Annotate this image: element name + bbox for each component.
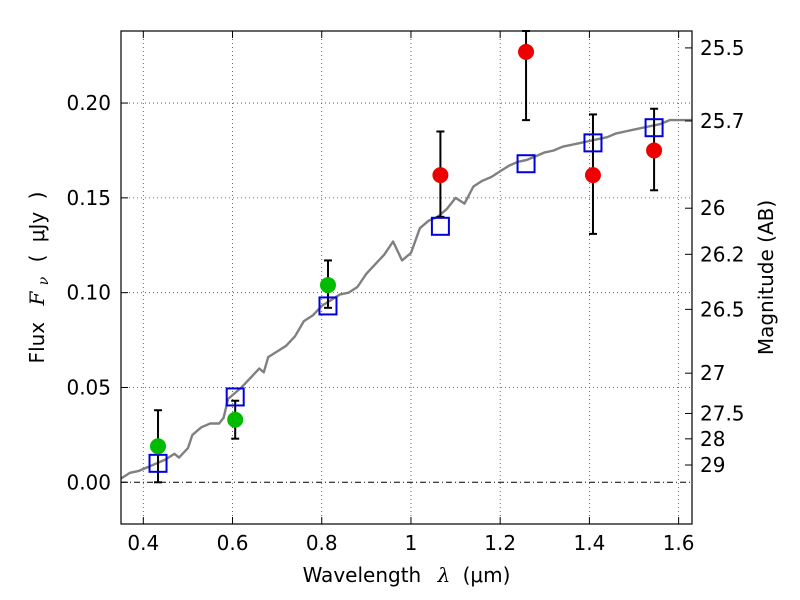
- x-axis-label: Wavelength λ (μm): [303, 563, 511, 587]
- tick-marks: 0.4 0.6 0.8 1 1.2 1.4 1.6 0.00 0.05 0.10 0.15 0.20 2…: [66, 31, 745, 555]
- model-photometry-square: [644, 118, 664, 138]
- y-axis-label-symbol: F: [25, 291, 49, 307]
- y-axis-label-unit-close: ): [25, 192, 49, 200]
- x-tick-label: 1.2: [484, 531, 516, 555]
- magnitude-tick-label: 26.5: [700, 297, 745, 321]
- x-tick-label: 1: [405, 531, 418, 555]
- magnitude-tick-label: 29: [700, 453, 725, 477]
- observed-flux-point: [646, 142, 663, 159]
- model-sed-line: [120, 118, 692, 480]
- model-photometry-square: [148, 453, 168, 473]
- x-tick-label: 0.6: [217, 531, 249, 555]
- observed-flux-point: [584, 167, 601, 184]
- y-axis-label: Flux F ν ( μJy ): [25, 192, 53, 364]
- x-tick-label: 1.6: [663, 531, 695, 555]
- model-photometry-square: [516, 154, 536, 174]
- x-tick-label: 0.4: [127, 531, 159, 555]
- magnitude-tick-label: 26.2: [700, 242, 745, 266]
- y-tick-label: 0.10: [66, 281, 111, 305]
- y-tick-label: 0.05: [66, 375, 111, 399]
- x-tick-label: 0.8: [306, 531, 338, 555]
- model-photometry-square: [225, 387, 245, 407]
- model-photometry-square: [430, 216, 450, 236]
- y-axis-label-unit: μJy: [25, 212, 49, 243]
- x-axis-label-symbol: λ: [437, 563, 451, 587]
- y-axis-label-word: Flux: [25, 322, 49, 364]
- y-tick-label: 0.15: [66, 186, 111, 210]
- y-axis-label-unit-open: (: [25, 255, 49, 263]
- magnitude-tick-label: 25.7: [700, 109, 745, 133]
- magnitude-tick-label: 28: [700, 427, 725, 451]
- observed-flux-point: [319, 277, 336, 294]
- model-photometry-square: [583, 133, 603, 153]
- observed-flux-point: [150, 438, 167, 455]
- observed-flux-point: [518, 43, 535, 60]
- observed-flux-point: [432, 167, 449, 184]
- x-axis-label-word: Wavelength: [303, 563, 422, 587]
- magnitude-tick-label: 26: [700, 196, 725, 220]
- y-axis-label-subscript: ν: [36, 276, 52, 285]
- magnitude-tick-label: 25.5: [700, 36, 745, 60]
- magnitude-axis-label: Magnitude (AB): [754, 200, 778, 355]
- magnitude-tick-label: 27.5: [700, 401, 745, 425]
- y-tick-label: 0.00: [66, 470, 111, 494]
- magnitude-tick-label: 27: [700, 361, 725, 385]
- x-tick-label: 1.4: [573, 531, 605, 555]
- plot-frame: [120, 30, 693, 525]
- x-axis-label-unit: (μm): [463, 563, 511, 587]
- plot-layer: [120, 30, 692, 484]
- y-tick-label: 0.20: [66, 91, 111, 115]
- observed-flux-point: [227, 411, 244, 428]
- model-photometry-square: [318, 296, 338, 316]
